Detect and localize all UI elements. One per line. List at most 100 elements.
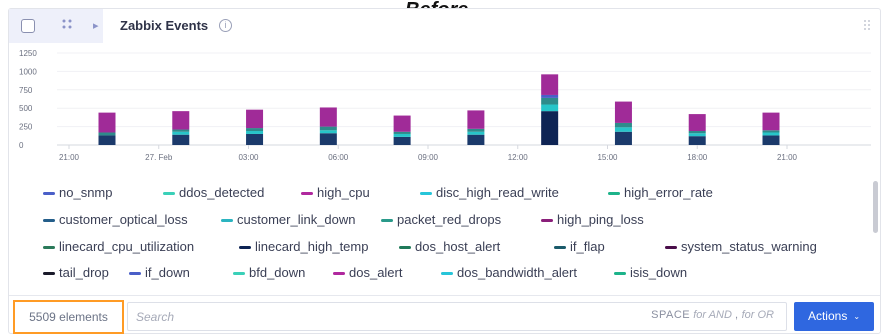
bar-segment — [762, 135, 780, 145]
legend-item[interactable]: customer_link_down — [221, 210, 356, 230]
widget-footer: 5509 elements SPACE for AND , for OR Act… — [9, 295, 880, 334]
x-tick-label: 27. Feb — [145, 153, 173, 162]
x-tick-label: 09:00 — [418, 153, 439, 162]
bar-segment — [762, 132, 780, 136]
bar-segment — [688, 136, 706, 145]
header-controls: ▸ — [9, 9, 103, 43]
legend-label: no_snmp — [59, 185, 113, 200]
legend-item[interactable]: isis_down — [614, 263, 687, 283]
legend-swatch — [43, 191, 55, 195]
bar-segment — [246, 128, 264, 132]
hint-comma-key: , — [734, 309, 739, 321]
legend-item[interactable]: linecard_high_temp — [239, 237, 368, 257]
bar-segment — [319, 126, 337, 131]
legend-item[interactable]: if_down — [129, 263, 190, 283]
info-icon[interactable]: i — [219, 19, 232, 32]
drag-handle-icon[interactable] — [60, 16, 74, 34]
legend-label: bfd_down — [249, 265, 306, 280]
bar-segment — [172, 134, 190, 145]
legend-swatch — [129, 271, 141, 275]
legend-item[interactable]: customer_optical_loss — [43, 210, 188, 230]
search-input[interactable] — [136, 308, 556, 326]
widget-title: Zabbix Events — [120, 18, 209, 33]
x-tick-label: 12:00 — [508, 153, 529, 162]
bar-segment — [467, 128, 485, 132]
legend-label: if_flap — [570, 239, 605, 254]
y-tick-label: 0 — [19, 141, 24, 150]
legend-label: disc_high_read_write — [436, 185, 559, 200]
bar-segment — [688, 114, 706, 132]
y-tick-label: 1000 — [19, 67, 37, 76]
legend-swatch — [399, 245, 411, 249]
legend-scrollbar[interactable] — [873, 181, 878, 233]
actions-label: Actions — [807, 309, 848, 323]
y-tick-label: 500 — [19, 104, 33, 113]
legend-item[interactable]: dos_host_alert — [399, 237, 500, 257]
legend-item[interactable]: high_cpu — [301, 183, 370, 203]
bar-segment — [172, 111, 190, 130]
legend-item[interactable]: no_snmp — [43, 183, 112, 203]
legend-swatch — [43, 245, 55, 249]
legend-item[interactable]: packet_red_drops — [381, 210, 501, 230]
widget-header: ▸ Zabbix Events i — [9, 9, 880, 43]
legend-item[interactable]: disc_high_read_write — [420, 183, 559, 203]
bar-segment — [614, 101, 632, 123]
legend-item[interactable]: system_status_warning — [665, 237, 817, 257]
legend-label: dos_bandwidth_alert — [457, 265, 577, 280]
grip-icon[interactable] — [862, 18, 872, 32]
legend-item[interactable]: tail_drop — [43, 263, 109, 283]
x-tick-label: 18:00 — [687, 153, 708, 162]
legend-item[interactable]: linecard_cpu_utilization — [43, 237, 194, 257]
actions-button[interactable]: Actions ⌄ — [794, 302, 874, 331]
bar-segment — [688, 133, 706, 137]
legend-swatch — [665, 245, 677, 249]
bar-segment — [614, 127, 632, 132]
element-count-box: 5509 elements — [13, 300, 124, 334]
legend-item[interactable]: dos_bandwidth_alert — [441, 263, 577, 283]
legend-item[interactable]: high_error_rate — [608, 183, 713, 203]
bar-segment — [319, 133, 337, 145]
bar-segment — [98, 132, 116, 136]
legend-item[interactable]: bfd_down — [233, 263, 305, 283]
legend-item[interactable]: ddos_detected — [163, 183, 264, 203]
search-box[interactable]: SPACE for AND , for OR — [127, 302, 787, 331]
legend-label: high_error_rate — [624, 185, 713, 200]
y-tick-label: 250 — [19, 123, 33, 132]
chevron-down-icon: ⌄ — [853, 312, 861, 321]
bar-segment — [541, 94, 559, 98]
bar-segment — [393, 136, 411, 145]
legend-label: if_down — [145, 265, 190, 280]
bar-segment — [98, 112, 116, 133]
y-tick-label: 750 — [19, 86, 33, 95]
bar-segment — [541, 104, 559, 112]
legend-label: ddos_detected — [179, 185, 265, 200]
chevron-right-icon[interactable]: ▸ — [93, 20, 99, 32]
bar-segment — [246, 109, 264, 129]
bar-segment — [467, 110, 485, 129]
bar-segment — [393, 133, 411, 137]
x-tick-label: 03:00 — [238, 153, 259, 162]
select-checkbox[interactable] — [21, 19, 35, 33]
legend-swatch — [301, 191, 313, 195]
hint-and-text: for AND — [693, 309, 732, 321]
legend-label: dos_alert — [349, 265, 403, 280]
legend-item[interactable]: high_ping_loss — [541, 210, 644, 230]
bar-segment — [246, 133, 264, 145]
hint-space-key: SPACE — [651, 309, 691, 321]
bar-segment — [541, 97, 559, 105]
x-tick-label: 15:00 — [597, 153, 618, 162]
element-count: 5509 elements — [29, 310, 108, 324]
bar-segment — [467, 134, 485, 145]
legend-label: tail_drop — [59, 265, 109, 280]
events-bar-chart: 1250 1000 750 500 250 0 21:00 27. Feb 03:00 06:00… — [19, 49, 871, 162]
search-hint: SPACE for AND , for OR — [651, 309, 774, 321]
legend-label: system_status_warning — [681, 239, 817, 254]
legend-label: linecard_cpu_utilization — [59, 239, 195, 254]
legend-swatch — [554, 245, 566, 249]
hint-or-text: for OR — [741, 309, 774, 321]
bar-segment — [98, 135, 116, 145]
bar-segment — [172, 129, 190, 132]
legend-item[interactable]: dos_alert — [333, 263, 402, 283]
legend-item[interactable]: if_flap — [554, 237, 605, 257]
bar-segment — [393, 115, 411, 132]
